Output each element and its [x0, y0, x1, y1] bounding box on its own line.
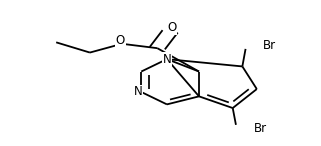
- Text: O: O: [167, 21, 176, 34]
- Text: N: N: [134, 85, 143, 99]
- Text: Br: Br: [254, 122, 267, 135]
- Text: O: O: [116, 34, 125, 47]
- Text: Br: Br: [263, 39, 276, 52]
- Text: N: N: [162, 53, 171, 66]
